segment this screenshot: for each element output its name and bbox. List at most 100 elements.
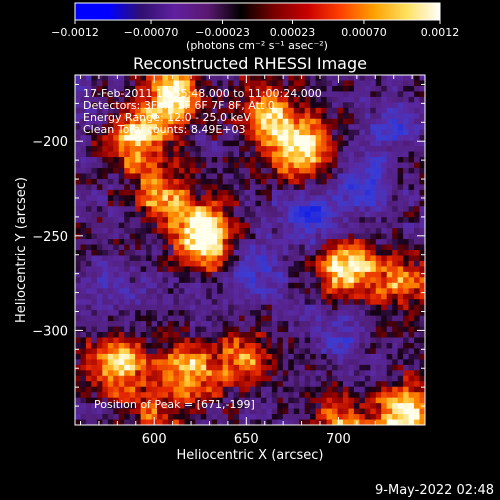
heatmap-cell xyxy=(375,353,382,360)
heatmap-cell xyxy=(310,271,317,278)
heatmap-cell xyxy=(118,277,125,284)
heatmap-cell xyxy=(348,239,355,246)
heatmap-cell xyxy=(102,124,109,131)
heatmap-cell xyxy=(107,375,114,382)
heatmap-cell xyxy=(244,233,251,240)
heatmap-cell xyxy=(375,195,382,202)
heatmap-cell xyxy=(403,304,410,311)
heatmap-cell xyxy=(91,80,98,87)
heatmap-cell xyxy=(403,321,410,328)
heatmap-cell xyxy=(364,129,371,136)
heatmap-cell xyxy=(102,370,109,377)
heatmap-cell xyxy=(271,85,278,93)
heatmap-cell xyxy=(85,151,93,158)
heatmap-cell xyxy=(397,419,404,425)
heatmap-cell xyxy=(304,200,311,207)
heatmap-cell xyxy=(392,189,399,196)
heatmap-cell xyxy=(310,162,317,169)
heatmap-cell xyxy=(189,348,196,355)
heatmap-cell xyxy=(386,403,393,410)
peak-position-label: Position of Peak = [671,-199] xyxy=(94,398,255,411)
heatmap-cell xyxy=(342,266,350,273)
heatmap-cell xyxy=(348,332,355,339)
heatmap-cell xyxy=(326,353,333,360)
heatmap-cell xyxy=(157,332,164,339)
heatmap-cell xyxy=(282,255,289,262)
heatmap-cell xyxy=(233,75,240,82)
heatmap-cell xyxy=(75,348,82,355)
heatmap-cell xyxy=(211,250,218,257)
heatmap-cell xyxy=(260,342,268,350)
heatmap-cell xyxy=(348,217,355,224)
heatmap-cell xyxy=(211,162,218,169)
heatmap-cell xyxy=(370,107,377,114)
heatmap-cell xyxy=(293,96,300,103)
heatmap-cell xyxy=(337,211,344,218)
heatmap-cell xyxy=(260,162,268,169)
heatmap-cell xyxy=(157,310,164,317)
heatmap-cell xyxy=(239,157,246,164)
heatmap-cell xyxy=(184,140,191,147)
heatmap-cell xyxy=(129,167,136,175)
heatmap-cell xyxy=(255,293,262,300)
heatmap-cell xyxy=(299,397,306,404)
heatmap-cell xyxy=(337,107,344,114)
heatmap-cell xyxy=(375,321,382,328)
heatmap-cell xyxy=(332,315,339,322)
heatmap-cell xyxy=(266,173,273,180)
heatmap-cell xyxy=(288,162,295,169)
heatmap-cell xyxy=(244,228,251,235)
heatmap-cell xyxy=(342,184,350,191)
heatmap-cell xyxy=(91,233,98,240)
heatmap-cell xyxy=(337,337,344,344)
heatmap-cell xyxy=(337,414,344,421)
heatmap-cell xyxy=(167,386,175,393)
heatmap-cell xyxy=(304,151,311,158)
heatmap-cell xyxy=(310,255,317,262)
heatmap-cell xyxy=(332,228,339,235)
heatmap-cell xyxy=(222,96,229,103)
heatmap-cell xyxy=(403,113,410,120)
heatmap-cell xyxy=(124,113,131,120)
heatmap-cell xyxy=(102,80,109,87)
heatmap-cell xyxy=(91,228,98,235)
heatmap-cell xyxy=(260,392,268,399)
heatmap-cell xyxy=(364,332,371,339)
heatmap-cell xyxy=(299,271,306,278)
heatmap-cell xyxy=(206,135,213,142)
heatmap-cell xyxy=(102,233,109,240)
heatmap-cell xyxy=(414,124,421,131)
heatmap-cell xyxy=(151,326,158,333)
heatmap-cell xyxy=(392,419,399,425)
heatmap-cell xyxy=(102,255,109,262)
heatmap-cell xyxy=(353,353,360,360)
heatmap-cell xyxy=(102,364,109,371)
heatmap-cell xyxy=(266,392,273,399)
heatmap-cell xyxy=(293,135,300,142)
heatmap-cell xyxy=(381,386,388,393)
heatmap-cell xyxy=(392,228,399,235)
heatmap-cell xyxy=(244,326,251,333)
heatmap-cell xyxy=(342,332,350,339)
heatmap-cell xyxy=(321,206,328,213)
heatmap-cell xyxy=(288,266,295,273)
heatmap-cell xyxy=(91,206,98,213)
heatmap-cell xyxy=(381,414,388,421)
heatmap-cell xyxy=(299,102,306,109)
heatmap-cell xyxy=(162,140,169,147)
heatmap-cell xyxy=(277,184,284,191)
heatmap-cell xyxy=(157,184,164,191)
heatmap-cell xyxy=(255,146,262,153)
heatmap-cell xyxy=(233,299,240,306)
heatmap-cell xyxy=(146,107,153,114)
heatmap-cell xyxy=(359,342,366,350)
heatmap-cell xyxy=(233,244,240,251)
heatmap-cell xyxy=(326,419,333,425)
heatmap-cell xyxy=(80,91,87,98)
heatmap-cell xyxy=(96,326,103,333)
heatmap-cell xyxy=(200,217,207,224)
heatmap-cell xyxy=(146,337,153,344)
heatmap-cell xyxy=(184,304,191,311)
heatmap-cell xyxy=(244,151,251,158)
heatmap-cell xyxy=(195,75,202,82)
